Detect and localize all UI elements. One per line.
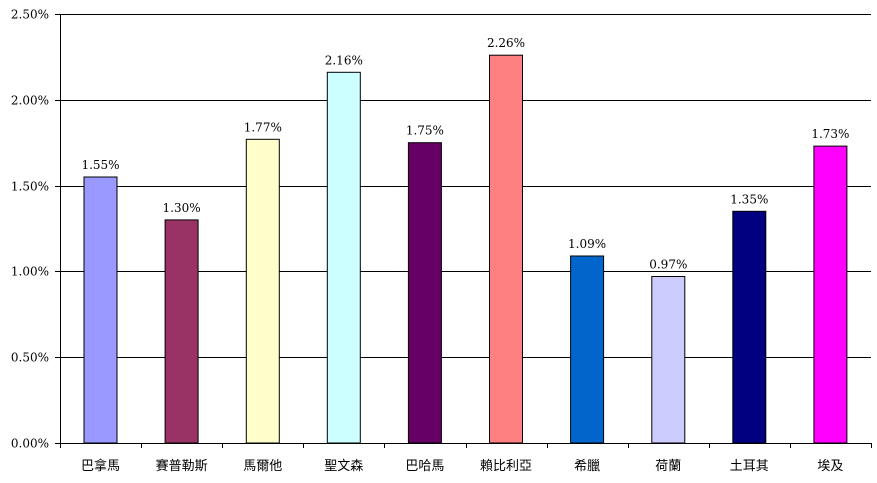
value-label: 1.75%: [406, 124, 444, 138]
value-label: 1.35%: [730, 192, 768, 206]
value-label: 0.97%: [649, 258, 687, 272]
category-label: 荷蘭: [655, 458, 681, 474]
bar: [245, 138, 280, 444]
bar: [651, 276, 686, 444]
y-tick-label: 2.50%: [11, 8, 49, 22]
bar: [407, 142, 442, 444]
category-label: 聖文森: [324, 459, 363, 474]
bar: [164, 219, 199, 444]
bar: [732, 210, 767, 444]
y-tick-labels: 0.00% 0.50% 1.00% 1.50% 2.00% 2.50%: [11, 8, 49, 451]
bar: [326, 71, 361, 444]
y-tick-label: 0.50%: [11, 351, 49, 365]
y-tick-label: 0.00%: [11, 437, 49, 451]
value-label: 2.16%: [325, 53, 363, 67]
category-label: 巴拿馬: [81, 458, 120, 474]
bar: [570, 255, 605, 444]
bar: [813, 145, 848, 444]
category-label: 賽普勒斯: [156, 458, 208, 474]
value-label: 2.26%: [487, 36, 525, 50]
category-label: 希臘: [574, 459, 600, 474]
bar: [489, 54, 523, 444]
category-label: 賴比利亞: [480, 459, 532, 474]
value-labels: 1.55% 1.30% 1.77% 2.16% 1.75% 2.26% 1.09% 0.97%…: [81, 36, 849, 271]
category-label: 土耳其: [730, 459, 769, 474]
value-label: 1.09%: [568, 237, 606, 251]
category-label: 埃及: [817, 459, 843, 474]
value-label: 1.55%: [81, 158, 119, 172]
category-label: 馬爾他: [243, 459, 282, 474]
y-tick-label: 1.50%: [11, 180, 49, 194]
x-category-labels: 巴拿馬 賽普勒斯 馬爾他 聖文森 巴哈馬 賴比利亞 希臘 荷蘭 土耳其 埃及: [81, 458, 843, 474]
value-label: 1.30%: [163, 201, 201, 215]
value-label: 1.77%: [244, 120, 282, 134]
value-label: 1.73%: [811, 127, 849, 141]
y-tick-label: 1.00%: [11, 265, 49, 279]
bars: [83, 54, 848, 444]
axes: [55, 14, 872, 448]
y-tick-label: 2.00%: [11, 94, 49, 108]
bar: [83, 176, 118, 444]
category-label: 巴哈馬: [405, 459, 444, 474]
